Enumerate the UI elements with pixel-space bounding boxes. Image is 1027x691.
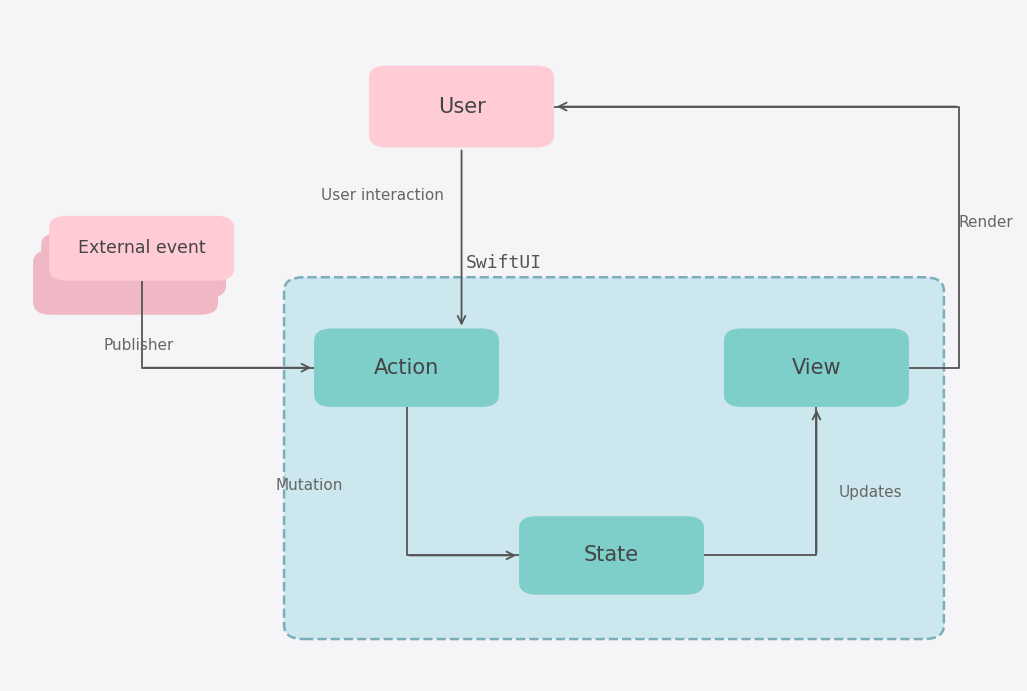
Text: Mutation: Mutation xyxy=(275,478,343,493)
Text: User interaction: User interaction xyxy=(321,188,444,203)
Text: Action: Action xyxy=(374,358,440,378)
Text: External event: External event xyxy=(78,239,205,257)
Text: SwiftUI: SwiftUI xyxy=(466,254,542,272)
Text: View: View xyxy=(792,358,841,378)
Text: State: State xyxy=(584,545,639,565)
FancyBboxPatch shape xyxy=(724,328,909,407)
FancyBboxPatch shape xyxy=(519,516,703,595)
Text: Publisher: Publisher xyxy=(104,338,175,353)
FancyBboxPatch shape xyxy=(369,66,554,147)
FancyBboxPatch shape xyxy=(284,277,944,639)
FancyBboxPatch shape xyxy=(49,216,234,281)
FancyBboxPatch shape xyxy=(41,233,226,298)
FancyBboxPatch shape xyxy=(314,328,499,407)
Text: Updates: Updates xyxy=(839,485,903,500)
Text: User: User xyxy=(438,97,486,117)
FancyBboxPatch shape xyxy=(33,250,218,315)
Text: Render: Render xyxy=(959,215,1014,230)
